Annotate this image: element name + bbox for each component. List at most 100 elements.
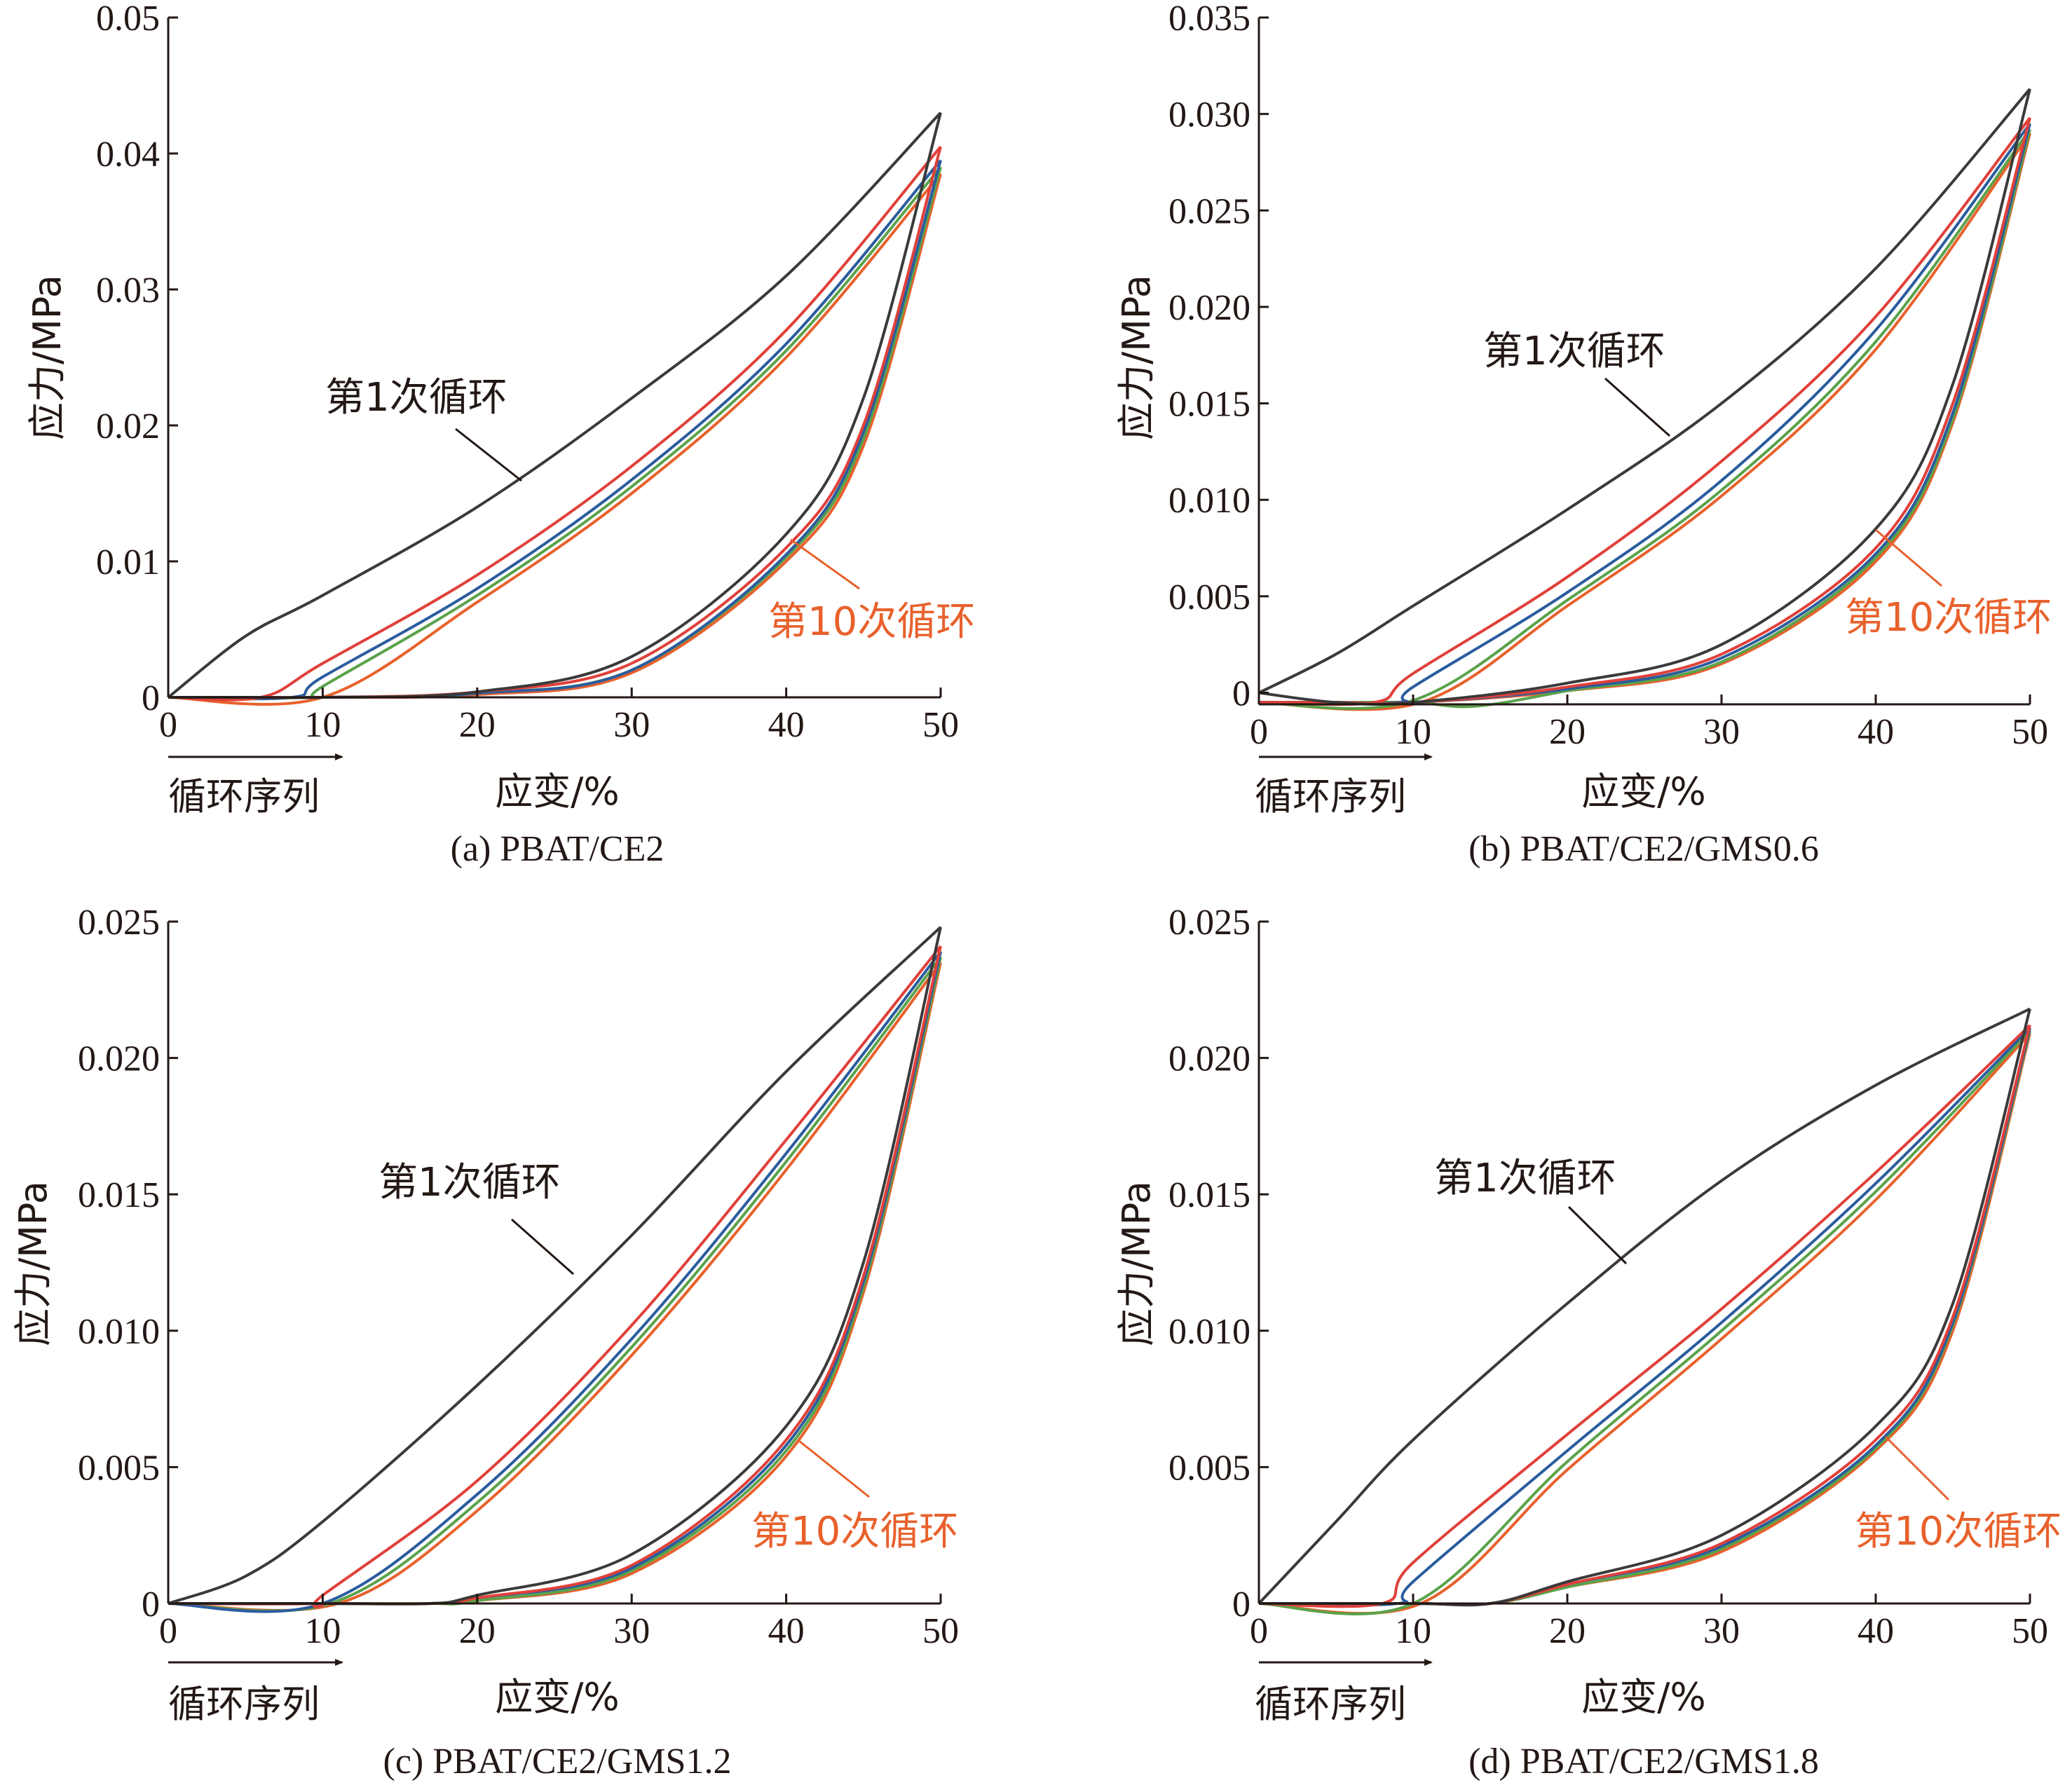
caption-d: (d) PBAT/CE2/GMS1.8 [1468, 1742, 1819, 1781]
panel-b: 0 10 20 30 40 50 0 0.005 0.010 0.015 0.020 0.025 0.0… [1115, 0, 2052, 869]
y-tick-label-a-5: 0.05 [96, 0, 160, 39]
cycle-sequence-label-d: 循环序列 [1255, 1682, 1406, 1726]
annotation-cycle10-b: 第10次循环 [1845, 595, 2052, 641]
annotation-leader-cycle10-b [1875, 528, 1942, 587]
y-axis-title-b: 应力/MPa [1115, 275, 1159, 440]
x-tick-label-d-4: 40 [1858, 1611, 1894, 1651]
series-c-0-loading-line [168, 926, 942, 1605]
series-d-4-loading-line [1258, 1032, 2031, 1615]
x-tick-label-b-0: 0 [1250, 712, 1268, 752]
x-tick-label-b-2: 20 [1549, 712, 1586, 752]
series-c-1-loading-line [168, 945, 942, 1608]
x-axis-title-a: 应变/% [495, 770, 620, 814]
y-axis-title-a: 应力/MPa [25, 275, 69, 440]
cycle-sequence-label-a: 循环序列 [168, 774, 320, 819]
y-tick-label-b-4: 0.020 [1168, 288, 1250, 328]
y-tick-label-d-2: 0.010 [1168, 1312, 1250, 1352]
plot-area-c [168, 926, 942, 1613]
x-axis-title-c: 应变/% [495, 1675, 620, 1719]
series-d-0-loading-line [1257, 1007, 2031, 1605]
cycle-sequence-label-c: 循环序列 [168, 1682, 320, 1726]
y-tick-label-c-2: 0.010 [78, 1312, 160, 1352]
y-tick-label-d-3: 0.015 [1168, 1175, 1250, 1215]
x-tick-label-a-5: 50 [922, 705, 959, 745]
x-tick-label-a-0: 0 [159, 705, 177, 745]
ticks-b: 0 10 20 30 40 50 0 0.005 0.010 0.015 0.020 0.025 0.0… [1168, 0, 2048, 752]
panel-c: 0 10 20 30 40 50 0 0.005 0.010 0.015 0.020 0.025 应力… [11, 903, 959, 1781]
x-tick-label-b-5: 50 [2012, 712, 2048, 752]
y-tick-label-a-4: 0.04 [96, 135, 160, 175]
x-tick-label-a-3: 30 [613, 705, 650, 745]
ticks-c: 0 10 20 30 40 50 0 0.005 0.010 0.015 0.020 0.025 [78, 903, 959, 1651]
series-a-1-loading-line [168, 146, 942, 702]
x-tick-label-b-1: 10 [1395, 712, 1431, 752]
caption-b: (b) PBAT/CE2/GMS0.6 [1468, 829, 1819, 869]
series-b-0-loading-line [1258, 88, 2031, 695]
annotation-cycle10-d: 第10次循环 [1855, 1509, 2061, 1554]
y-tick-label-c-4: 0.020 [78, 1039, 160, 1079]
y-tick-label-c-5: 0.025 [78, 903, 160, 943]
series-d-1-loading-line [1258, 1024, 2031, 1608]
y-tick-label-a-1: 0.01 [96, 542, 160, 582]
annotation-leader-cycle1-b [1604, 377, 1670, 437]
annotation-cycle1-d: 第1次循环 [1434, 1156, 1616, 1201]
annotation-leader-cycle1-a [455, 428, 522, 482]
ticks-a: 0 10 20 30 40 50 0 0.01 0.02 0.03 0.04 0.05 [96, 0, 959, 745]
panel-d: 0 10 20 30 40 50 0 0.005 0.010 0.015 0.020 0.025 应力… [1115, 903, 2061, 1781]
annotation-cycle10-c: 第10次循环 [751, 1509, 958, 1554]
y-tick-label-b-2: 0.010 [1168, 481, 1250, 521]
x-tick-label-b-4: 40 [1858, 712, 1894, 752]
ticks-d: 0 10 20 30 40 50 0 0.005 0.010 0.015 0.020 0.025 [1168, 903, 2048, 1651]
annotation-leader-cycle1-c [511, 1218, 574, 1276]
y-tick-label-a-3: 0.03 [96, 271, 160, 310]
x-tick-label-c-4: 40 [768, 1611, 805, 1651]
y-tick-label-c-3: 0.015 [78, 1175, 160, 1215]
series-c-4-unloading-line [168, 962, 942, 1606]
cycle-sequence-label-b: 循环序列 [1255, 774, 1406, 819]
annotation-leader-cycle10-c [798, 1439, 870, 1498]
y-tick-label-a-0: 0 [142, 678, 160, 718]
series-c-0-unloading-line [168, 926, 942, 1606]
annotation-cycle1-c: 第1次循环 [379, 1160, 561, 1205]
x-tick-label-d-3: 30 [1703, 1611, 1740, 1651]
x-tick-label-d-0: 0 [1250, 1611, 1268, 1651]
y-tick-label-b-7: 0.035 [1168, 0, 1250, 39]
x-tick-label-a-1: 10 [304, 705, 341, 745]
caption-c: (c) PBAT/CE2/GMS1.2 [383, 1742, 732, 1781]
annotation-leader-cycle1-d [1567, 1205, 1628, 1265]
y-tick-label-c-1: 0.005 [78, 1448, 160, 1488]
y-tick-label-a-2: 0.02 [96, 406, 160, 446]
caption-a: (a) PBAT/CE2 [451, 829, 664, 869]
x-axis-title-b: 应变/% [1581, 770, 1706, 814]
y-tick-label-d-0: 0 [1232, 1585, 1250, 1625]
annotation-leader-cycle10-a [790, 538, 860, 590]
x-tick-label-c-3: 30 [613, 1611, 650, 1651]
x-tick-label-c-5: 50 [922, 1611, 959, 1651]
x-tick-label-c-2: 20 [459, 1611, 496, 1651]
y-tick-label-d-5: 0.025 [1168, 903, 1250, 943]
annotation-cycle10-a: 第10次循环 [768, 599, 975, 645]
y-tick-label-d-1: 0.005 [1168, 1448, 1250, 1488]
series-a-4-loading-line [168, 172, 942, 706]
annotation-leader-cycle10-d [1884, 1435, 1950, 1501]
y-tick-label-c-0: 0 [142, 1585, 160, 1625]
x-tick-label-c-0: 0 [159, 1611, 177, 1651]
x-axis-title-d: 应变/% [1581, 1675, 1706, 1719]
x-tick-label-a-4: 40 [768, 705, 805, 745]
annotation-cycle1-b: 第1次循环 [1483, 329, 1665, 374]
y-tick-label-b-3: 0.015 [1168, 385, 1250, 425]
y-axis-title-d: 应力/MPa [1115, 1181, 1159, 1346]
y-tick-label-b-5: 0.025 [1168, 191, 1250, 231]
x-tick-label-a-2: 20 [459, 705, 496, 745]
x-tick-label-b-3: 30 [1703, 712, 1740, 752]
x-tick-label-d-1: 10 [1395, 1611, 1431, 1651]
series-c-1-unloading-line [168, 945, 942, 1606]
series-d-3-loading-line [1258, 1030, 2031, 1615]
y-tick-label-d-4: 0.020 [1168, 1039, 1250, 1079]
y-tick-label-b-6: 0.030 [1168, 95, 1250, 135]
annotation-cycle1-a: 第1次循环 [325, 375, 507, 420]
y-tick-label-b-0: 0 [1232, 673, 1250, 713]
series-a-0-loading-line [167, 111, 942, 699]
series-c-2-unloading-line [168, 951, 942, 1606]
